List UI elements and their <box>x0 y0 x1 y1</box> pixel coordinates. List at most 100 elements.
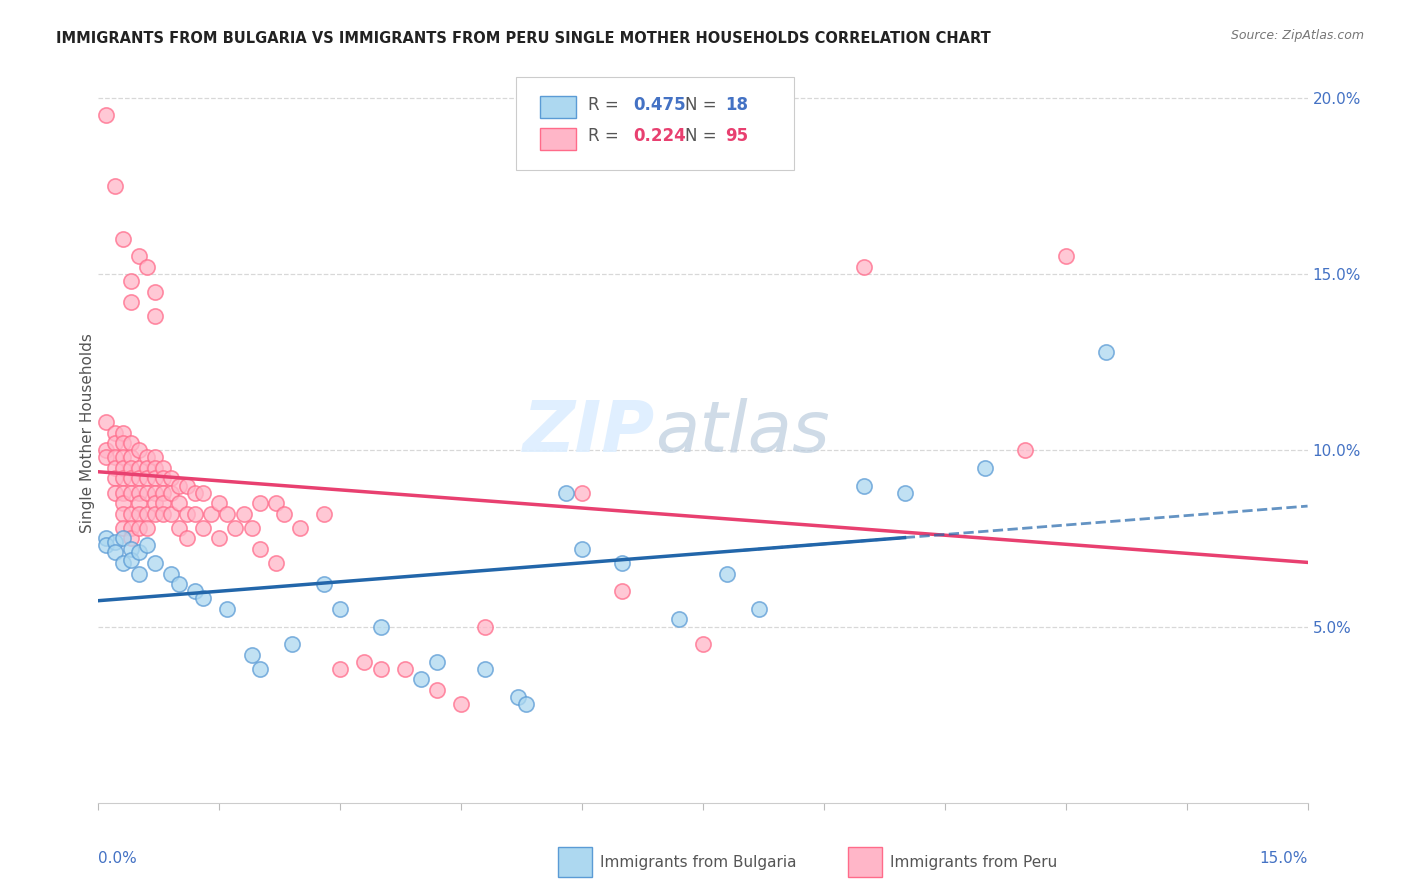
Point <box>249 541 271 556</box>
Text: 0.475: 0.475 <box>633 96 686 114</box>
Point <box>120 450 142 465</box>
Point <box>176 532 198 546</box>
Text: N =: N = <box>685 128 721 145</box>
Point <box>103 450 125 465</box>
Point <box>160 471 183 485</box>
Point <box>120 485 142 500</box>
Point <box>143 485 166 500</box>
Point <box>853 478 876 492</box>
Point <box>314 507 336 521</box>
Text: Immigrants from Bulgaria: Immigrants from Bulgaria <box>600 855 797 870</box>
Point <box>176 507 198 521</box>
Point <box>249 662 271 676</box>
FancyBboxPatch shape <box>540 128 576 150</box>
Point <box>249 496 271 510</box>
Point <box>120 552 142 566</box>
Point <box>240 648 263 662</box>
Point <box>120 532 142 546</box>
Point <box>176 478 198 492</box>
Point <box>128 485 150 500</box>
Text: IMMIGRANTS FROM BULGARIA VS IMMIGRANTS FROM PERU SINGLE MOTHER HOUSEHOLDS CORREL: IMMIGRANTS FROM BULGARIA VS IMMIGRANTS F… <box>56 31 991 46</box>
Text: 15.0%: 15.0% <box>1260 851 1308 866</box>
Point <box>135 450 157 465</box>
Y-axis label: Single Mother Households: Single Mother Households <box>80 333 94 533</box>
Point <box>208 496 231 510</box>
Point <box>128 507 150 521</box>
Point <box>716 566 738 581</box>
Point <box>370 619 392 633</box>
Point <box>692 637 714 651</box>
FancyBboxPatch shape <box>540 95 576 118</box>
Point <box>120 507 142 521</box>
Point <box>612 584 634 599</box>
Point <box>143 461 166 475</box>
Point <box>515 697 537 711</box>
Point <box>224 521 246 535</box>
Point <box>128 566 150 581</box>
Point <box>120 295 142 310</box>
Point <box>103 461 125 475</box>
Point <box>273 507 295 521</box>
Point <box>111 232 134 246</box>
Point <box>96 415 118 429</box>
Point <box>120 521 142 535</box>
Text: 0.224: 0.224 <box>633 128 686 145</box>
Point <box>167 496 190 510</box>
Point <box>264 496 287 510</box>
Point <box>748 602 770 616</box>
Point <box>143 450 166 465</box>
Point <box>111 507 134 521</box>
Point <box>103 178 125 193</box>
Point <box>120 541 142 556</box>
Point <box>152 461 174 475</box>
Point <box>143 285 166 299</box>
Point <box>128 249 150 263</box>
Point <box>474 662 496 676</box>
Point <box>353 655 375 669</box>
Text: 18: 18 <box>724 96 748 114</box>
Point <box>128 521 150 535</box>
Point <box>103 485 125 500</box>
Point <box>160 485 183 500</box>
Point <box>974 461 997 475</box>
Point <box>135 507 157 521</box>
Point <box>167 478 190 492</box>
Point <box>135 471 157 485</box>
Point <box>103 535 125 549</box>
Point <box>193 591 215 606</box>
Point <box>111 425 134 440</box>
Point <box>426 683 449 698</box>
Point <box>612 556 634 570</box>
Point <box>240 521 263 535</box>
Point <box>96 538 118 552</box>
Text: R =: R = <box>588 128 624 145</box>
Point <box>555 485 578 500</box>
Point <box>120 436 142 450</box>
Point <box>409 673 432 687</box>
Point <box>111 436 134 450</box>
Point <box>853 260 876 274</box>
FancyBboxPatch shape <box>848 847 882 877</box>
Point <box>128 471 150 485</box>
Point <box>143 471 166 485</box>
Point <box>571 485 593 500</box>
Point <box>426 655 449 669</box>
Point <box>111 496 134 510</box>
Point <box>152 507 174 521</box>
Point <box>1054 249 1077 263</box>
Point <box>329 662 352 676</box>
Point <box>167 521 190 535</box>
Point <box>281 637 304 651</box>
Point <box>152 485 174 500</box>
Point <box>143 496 166 510</box>
Point <box>135 521 157 535</box>
Point <box>200 507 222 521</box>
Point <box>506 690 529 704</box>
Text: R =: R = <box>588 96 624 114</box>
Point <box>96 532 118 546</box>
Point <box>314 577 336 591</box>
Point <box>370 662 392 676</box>
Point <box>394 662 416 676</box>
Point <box>184 584 207 599</box>
Point <box>264 556 287 570</box>
